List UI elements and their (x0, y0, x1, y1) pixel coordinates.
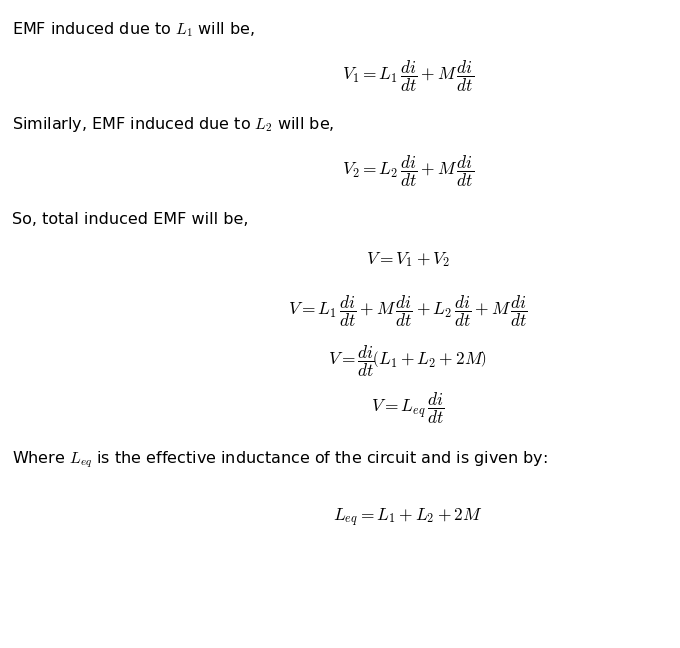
Text: $V_{2} = L_{2}\,\dfrac{di}{dt} + M\,\dfrac{di}{dt}$: $V_{2} = L_{2}\,\dfrac{di}{dt} + M\,\dfr… (342, 154, 474, 189)
Text: Similarly, EMF induced due to $L_{2}$ will be,: Similarly, EMF induced due to $L_{2}$ wi… (12, 115, 335, 134)
Text: $L_{eq} = L_{1} + L_{2} + 2M$: $L_{eq} = L_{1} + L_{2} + 2M$ (333, 507, 483, 529)
Text: $V_{1} = L_{1}\,\dfrac{di}{dt} + M\,\dfrac{di}{dt}$: $V_{1} = L_{1}\,\dfrac{di}{dt} + M\,\dfr… (342, 59, 474, 94)
Text: $V = L_{eq}\,\dfrac{di}{dt}$: $V = L_{eq}\,\dfrac{di}{dt}$ (371, 391, 445, 426)
Text: $V = \dfrac{di}{dt}\!\left(L_{1} + L_{2} + 2M\right)$: $V = \dfrac{di}{dt}\!\left(L_{1} + L_{2}… (328, 343, 488, 378)
Text: $V = L_{1}\,\dfrac{di}{dt} + M\,\dfrac{di}{dt} + L_{2}\,\dfrac{di}{dt} + M\,\dfr: $V = L_{1}\,\dfrac{di}{dt} + M\,\dfrac{d… (288, 294, 528, 329)
Text: $V = V_{1} + V_{2}$: $V = V_{1} + V_{2}$ (366, 249, 450, 269)
Text: Where $L_{eq}$ is the effective inductance of the circuit and is given by:: Where $L_{eq}$ is the effective inductan… (12, 450, 548, 470)
Text: EMF induced due to $L_{1}$ will be,: EMF induced due to $L_{1}$ will be, (12, 20, 255, 38)
Text: So, total induced EMF will be,: So, total induced EMF will be, (12, 211, 249, 227)
